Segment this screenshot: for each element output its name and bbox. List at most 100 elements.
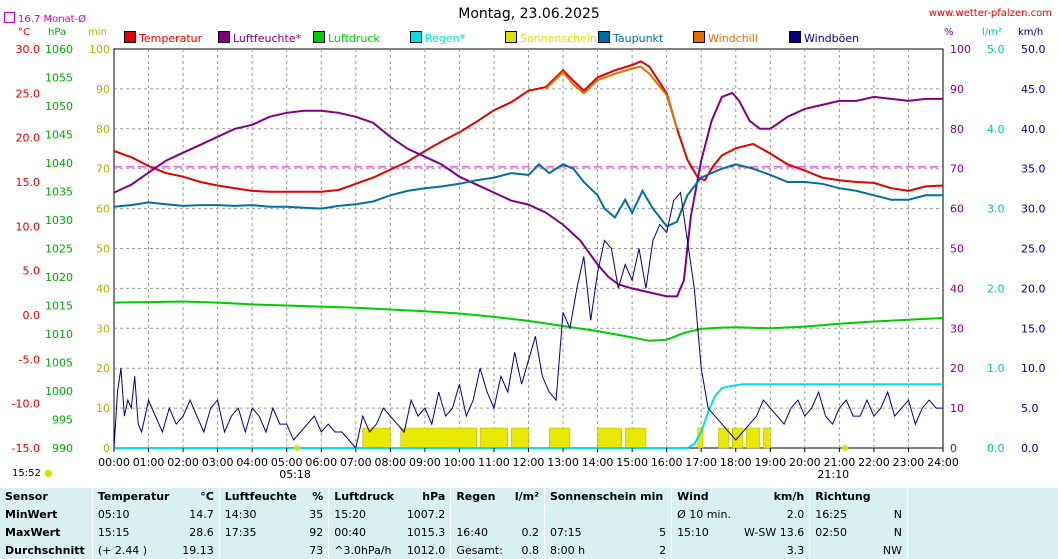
sunset-marker [842, 445, 849, 451]
tick-label-humidity: 40 [950, 282, 964, 295]
legend-label: Windböen [804, 32, 860, 45]
hdr-temp: Temperatur [91, 488, 177, 506]
tick-label-temp: -15.0 [12, 442, 40, 455]
tick-label-sun: 100 [89, 43, 110, 56]
hdr-press-unit: hPa [422, 490, 446, 504]
tick-label-x: 04:00 [236, 456, 268, 469]
tick-label-humidity: 70 [950, 163, 964, 176]
sunshine-bars [362, 427, 771, 449]
legend-item: Windböen [789, 31, 859, 45]
tick-label-x: 13:00 [547, 456, 579, 469]
tick-label-x: 17:00 [685, 456, 717, 469]
hdr-press: Luftdruck [328, 488, 401, 506]
unit-kmh: km/h [1018, 27, 1044, 38]
hdr-wind-unit: km/h [773, 490, 805, 504]
tick-label-x: 10:00 [444, 456, 476, 469]
tick-label-x: 22:00 [858, 456, 890, 469]
legend-item: Sonnenschein [505, 31, 597, 45]
tick-label-x: 14:00 [582, 456, 614, 469]
unit-temp: °C [18, 27, 30, 38]
tick-label-wind: 40.0 [1021, 123, 1046, 136]
tick-label-x: 05:00 [271, 456, 303, 469]
legend-item: Taupunkt [598, 31, 663, 45]
tick-label-temp: 15.0 [16, 176, 41, 189]
tick-label-humidity: 10 [950, 402, 964, 415]
tick-label-x: 03:00 [202, 456, 234, 469]
hdr-sun: Sonnenschein min [543, 488, 672, 506]
stats-table: Sensor Temperatur °C Luftfeuchte % Luftd… [0, 488, 1058, 559]
unit-min: min [88, 27, 107, 38]
tick-label-x: 23:00 [893, 456, 925, 469]
tick-label-wind: 30.0 [1021, 203, 1046, 216]
tick-label-rain: 3.0 [987, 203, 1005, 216]
hdr-rain: Regen [450, 488, 510, 506]
legend-label: Taupunkt [613, 32, 664, 45]
tick-label-pressure: 990 [52, 442, 73, 455]
tick-label-x: 01:00 [133, 456, 165, 469]
stats-row-max: MaxWert 15:15 28.6 17:35 92 00:40 1015.3 16… [0, 523, 1058, 542]
sunset-label: 21:10 [817, 468, 849, 481]
tick-label-temp: 10.0 [16, 220, 41, 233]
tick-label-pressure: 1025 [45, 243, 73, 256]
series-windböen [113, 191, 943, 450]
tick-label-x: 09:00 [409, 456, 441, 469]
legend-label: Sonnenschein [520, 32, 597, 45]
tick-label-x: 20:00 [789, 456, 821, 469]
tick-label-wind: 10.0 [1021, 362, 1046, 375]
tick-label-temp: -5.0 [19, 353, 40, 366]
tick-label-pressure: 1040 [45, 157, 73, 170]
legend-swatch [218, 31, 230, 43]
sunshine-bar [597, 427, 623, 449]
tick-label-humidity: 50 [950, 243, 964, 256]
site-link[interactable]: www.wetter-pfalzen.com [928, 8, 1052, 19]
tick-label-pressure: 1020 [45, 271, 73, 284]
sunshine-bar [718, 427, 730, 449]
unit-lm2: l/m² [982, 27, 1002, 38]
legend-label: Windchill [708, 32, 758, 45]
sunrise-label: 05:18 [279, 468, 311, 481]
tick-label-x: 11:00 [478, 456, 510, 469]
tick-label-x: 19:00 [754, 456, 786, 469]
legend-swatch [598, 31, 610, 43]
tick-label-x: 18:00 [720, 456, 752, 469]
sunshine-bar [624, 427, 647, 449]
sunshine-bar [479, 427, 509, 449]
tick-label-rain: 0.0 [987, 442, 1005, 455]
tick-label-wind: 15.0 [1021, 322, 1046, 335]
tick-label-pressure: 1035 [45, 186, 73, 199]
sunrise-marker [294, 445, 301, 451]
clock-time: 15:52 ● [12, 468, 53, 479]
legend-label: Regen* [425, 32, 466, 45]
legend-item: Luftdruck [313, 31, 380, 45]
tick-label-x: 21:00 [824, 456, 856, 469]
tick-label-temp: 25.0 [16, 87, 41, 100]
tick-label-humidity: 20 [950, 362, 964, 375]
tick-label-rain: 4.0 [987, 123, 1005, 136]
tick-label-x: 06:00 [305, 456, 337, 469]
tick-label-x: 24:00 [927, 456, 959, 469]
tick-label-temp: 30.0 [16, 43, 41, 56]
tick-label-pressure: 1005 [45, 357, 73, 370]
series-temperatur [113, 60, 944, 193]
tick-label-sun: 80 [96, 123, 110, 136]
series-taupunkt [113, 162, 943, 228]
tick-label-pressure: 1055 [45, 72, 73, 85]
tick-label-humidity: 60 [950, 203, 964, 216]
tick-label-sun: 10 [96, 402, 110, 415]
legend-item: Regen* [410, 31, 465, 45]
hdr-hum-unit: % [312, 490, 324, 504]
tick-label-x: 00:00 [98, 456, 130, 469]
tick-label-x: 12:00 [513, 456, 545, 469]
tick-label-temp: 0.0 [23, 309, 41, 322]
tick-label-rain: 1.0 [987, 362, 1005, 375]
tick-label-pressure: 995 [52, 414, 73, 427]
tick-label-sun: 50 [96, 243, 110, 256]
tick-label-humidity: 100 [950, 43, 971, 56]
chart-grid [113, 48, 944, 449]
sunshine-bar [400, 427, 477, 449]
hdr-rain-unit: l/m² [514, 490, 539, 504]
tick-label-pressure: 1045 [45, 129, 73, 142]
tick-label-x: 16:00 [651, 456, 683, 469]
tick-label-wind: 50.0 [1021, 43, 1046, 56]
tick-label-pressure: 1050 [45, 100, 73, 113]
